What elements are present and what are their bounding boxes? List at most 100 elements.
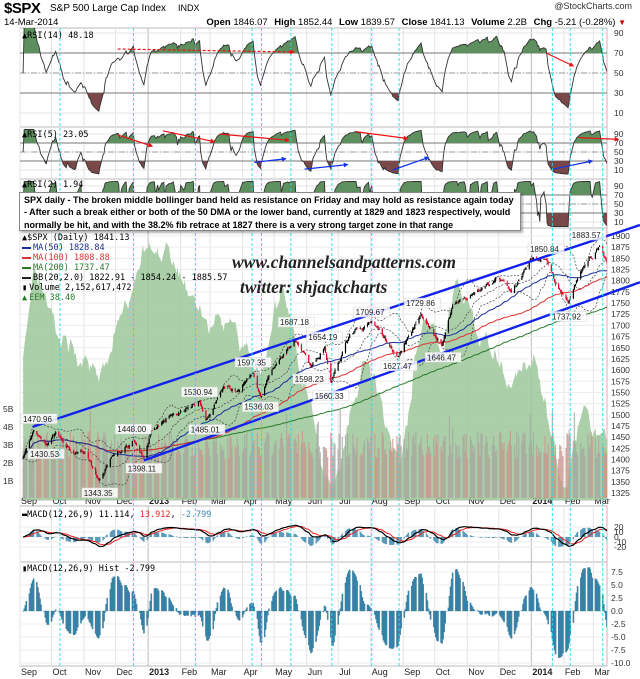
volume-bar <box>309 448 311 498</box>
volume-tick-label: 2B <box>3 458 14 468</box>
price-bar <box>90 460 92 467</box>
price-bar <box>566 296 568 302</box>
volume-bar <box>575 451 578 498</box>
volume-bar <box>252 443 254 498</box>
macd-hist-bar-small <box>146 537 148 541</box>
macd-hist-bar-small <box>87 537 89 539</box>
price-bar <box>344 340 347 354</box>
macd-hist-bar-small <box>530 532 533 537</box>
price-bar <box>179 412 181 416</box>
macd-hist-bar-small <box>69 537 72 542</box>
price-bar-body <box>312 362 314 366</box>
quote-summary: Open 1846.07 High 1852.44 Low 1839.57 Cl… <box>206 17 626 28</box>
macd-hist-bar-small <box>515 537 517 542</box>
macd-hist-bar-small <box>605 537 607 539</box>
price-bar <box>177 411 180 417</box>
price-tick-label: 1375 <box>611 466 630 476</box>
price-bar-body <box>582 268 584 271</box>
price-tick-label: 1550 <box>611 387 630 397</box>
price-bar <box>184 408 186 413</box>
price-bar <box>443 335 445 342</box>
macd-hist-bar-small <box>294 533 296 537</box>
macd-hist-bar-small <box>390 537 392 545</box>
price-bar <box>353 330 355 335</box>
price-bar-body <box>39 435 41 438</box>
price-tick-label: 1675 <box>611 332 630 342</box>
macd-hist-bar-small <box>462 530 464 537</box>
price-bar-body <box>404 342 406 345</box>
price-bar <box>198 400 201 403</box>
price-bar-body <box>381 328 383 335</box>
price-bar-body <box>396 352 398 356</box>
price-bar <box>296 341 298 345</box>
price-bar <box>596 247 599 250</box>
price-bar <box>546 258 548 263</box>
rsi5-divergence-arrow <box>392 156 430 171</box>
price-bar-body <box>84 453 86 455</box>
price-bar-body <box>24 451 26 455</box>
volume-bar <box>547 443 549 498</box>
macd-hist-bar-small <box>366 535 369 537</box>
volume-bar <box>369 449 371 498</box>
price-bar <box>330 362 332 383</box>
macd-hist-series <box>22 567 607 658</box>
x-tick-label: Mar <box>211 667 227 677</box>
macd-hist-bar-small <box>344 531 347 537</box>
price-bar-body <box>246 378 248 382</box>
x-tick-label: 2013 <box>149 667 169 677</box>
rsi5-overbought-fill <box>23 129 607 143</box>
price-bar-body <box>596 249 599 250</box>
price-bar-body <box>435 334 437 339</box>
price-bar-body <box>508 288 510 290</box>
macd-hist-bar <box>481 610 483 615</box>
price-bar <box>356 327 358 330</box>
volume-bar <box>605 451 607 498</box>
price-bar <box>465 297 467 301</box>
price-bar-body <box>127 446 129 448</box>
macd-hist-bar-small <box>165 534 167 537</box>
volume-bar <box>443 437 445 498</box>
bb-swatch <box>22 277 31 279</box>
volume-bar <box>506 450 508 498</box>
volume-bar <box>370 437 372 498</box>
volume-label: Volume <box>471 17 505 28</box>
volume-bar <box>60 432 62 498</box>
volume-bar <box>32 432 34 498</box>
price-bar <box>341 351 343 357</box>
x-tick-label: Aug <box>372 667 388 677</box>
volume-bar <box>436 443 438 498</box>
macd-hist-bar-small <box>208 537 210 543</box>
price-bar-body <box>473 293 475 295</box>
volume-bar <box>362 446 364 498</box>
volume-bar <box>242 451 244 498</box>
price-bar <box>435 333 437 339</box>
price-bar <box>515 284 517 288</box>
volume-bar <box>495 451 497 498</box>
price-bar-body <box>565 295 567 299</box>
volume-bar <box>318 446 320 498</box>
price-bar-body <box>168 415 170 419</box>
price-bar <box>517 281 519 287</box>
ticker-symbol: $SPX <box>4 0 41 17</box>
price-tick-label: 1325 <box>611 488 630 498</box>
volume-bar <box>84 439 86 498</box>
volume-bar <box>353 446 355 498</box>
price-bar <box>230 388 232 392</box>
macd-hist-bar-small <box>463 531 465 537</box>
macd-hist-bar <box>488 610 491 616</box>
price-bar <box>215 400 217 404</box>
price-bar-body <box>522 272 524 276</box>
macd-hist-bar-small <box>375 537 377 539</box>
volume-bar <box>187 443 189 498</box>
price-bar-body <box>303 352 306 354</box>
site-watermark: www.channelsandpatterns.com <box>232 252 456 272</box>
price-bar <box>69 448 71 452</box>
rsi14-legend: ▲RSI(14) 48.18 <box>22 31 94 41</box>
price-bar-body <box>106 465 108 467</box>
price-bar-body <box>156 426 159 429</box>
volume-bar <box>469 436 472 498</box>
price-bar <box>120 452 122 454</box>
volume-bar <box>591 436 593 498</box>
price-bar <box>111 455 113 458</box>
